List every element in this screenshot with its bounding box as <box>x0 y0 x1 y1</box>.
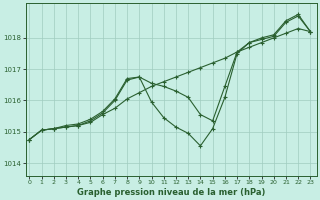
X-axis label: Graphe pression niveau de la mer (hPa): Graphe pression niveau de la mer (hPa) <box>77 188 265 197</box>
